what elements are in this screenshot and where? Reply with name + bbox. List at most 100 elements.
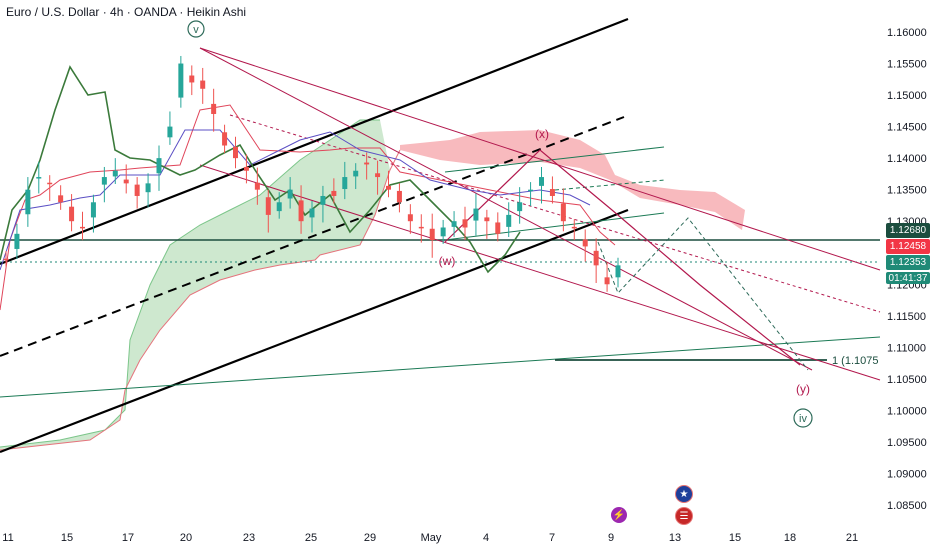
senkou-span-a <box>0 119 380 448</box>
time-axis[interactable]: 11 15 17 20 23 25 29 May 4 7 9 13 15 18 21 <box>2 532 858 544</box>
wave-iv-circle <box>793 408 813 428</box>
eu-flag-icon[interactable]: ★ <box>675 485 693 503</box>
chart-title: Euro / U.S. Dollar · 4h · OANDA · Heikin… <box>6 5 247 19</box>
candle-down <box>571 226 577 229</box>
candle-down <box>200 80 206 89</box>
price-axis[interactable]: 1.16000 1.15500 1.15000 1.14500 1.14000 1.135… <box>887 27 927 512</box>
candle-down <box>495 222 501 234</box>
green-line-lower <box>444 212 665 241</box>
candle-up <box>320 195 326 205</box>
time-tick-label: 25 <box>305 532 317 544</box>
candle-down <box>298 200 304 222</box>
candle-up <box>440 227 446 237</box>
candle-down <box>47 182 53 185</box>
price-tick-label: 1.11500 <box>887 311 926 323</box>
price-tag-high: 1.12458 <box>886 239 930 254</box>
candle-down <box>593 250 599 266</box>
price-tick-label: 1.14500 <box>887 122 927 134</box>
red-trend-c <box>199 164 881 381</box>
candle-down <box>265 197 271 215</box>
price-tick-label: 1.11000 <box>887 342 926 354</box>
time-tick-label: 15 <box>729 532 741 544</box>
time-tick-label: 7 <box>549 532 555 544</box>
time-tick-label: 11 <box>2 532 13 544</box>
price-tick-label: 1.10500 <box>887 374 927 386</box>
price-tag-last: 1.12353 <box>886 255 930 270</box>
time-tick-label: 23 <box>243 532 255 544</box>
price-tick-label: 1.09000 <box>887 468 927 480</box>
candle-down <box>560 203 566 222</box>
candle-up <box>353 170 359 177</box>
candle-down <box>484 217 490 222</box>
time-tick-label: 29 <box>364 532 376 544</box>
candle-down <box>211 103 217 114</box>
price-tick-label: 1.10000 <box>887 405 927 417</box>
time-tick-label: 17 <box>122 532 134 544</box>
green-trendline-long <box>0 336 881 398</box>
price-tick-label: 1.13500 <box>887 185 927 197</box>
candle-up <box>101 177 107 185</box>
candle-down <box>364 162 370 165</box>
time-tick-label: 4 <box>483 532 489 544</box>
candle-up <box>276 202 282 212</box>
lightning-icon[interactable]: ⚡ <box>611 507 627 523</box>
candle-down <box>462 219 468 228</box>
ichimoku-cloud-bearish <box>400 130 745 230</box>
candle-down <box>123 179 129 184</box>
candle-up <box>615 265 621 278</box>
candle-down <box>582 239 588 247</box>
time-tick-label: 9 <box>608 532 614 544</box>
kijun-line <box>0 104 616 311</box>
us-flag-icon[interactable]: ☰ <box>675 507 693 525</box>
wave-x-label: (x) <box>535 127 549 141</box>
time-tick-label: 18 <box>784 532 796 544</box>
candle-down <box>407 214 413 222</box>
chikou-line <box>0 65 521 274</box>
candle-down <box>549 189 555 196</box>
candle-up <box>178 63 184 98</box>
candle-up <box>309 208 315 218</box>
wave-wxy-path <box>444 149 801 366</box>
candle-up <box>473 208 479 221</box>
candle-down <box>189 75 195 83</box>
candle-down <box>233 146 238 159</box>
candle-up <box>287 189 293 199</box>
candle-down <box>134 184 140 196</box>
candle-down <box>604 277 610 285</box>
time-tick-label: 13 <box>669 532 681 544</box>
time-tick-label: 21 <box>846 532 858 544</box>
candle-up <box>517 202 523 212</box>
green-line-upper <box>444 146 665 173</box>
candle-down <box>429 228 435 241</box>
price-tick-label: 1.16000 <box>887 27 927 39</box>
price-tag-level: 1.12680 <box>886 223 930 238</box>
candle-up <box>25 189 31 215</box>
time-tick-label: 20 <box>180 532 192 544</box>
time-tick-label: 15 <box>61 532 73 544</box>
projection-path <box>597 217 809 371</box>
candle-up <box>342 177 348 190</box>
price-tick-label: 1.15000 <box>887 90 927 102</box>
channel-lower <box>0 208 629 454</box>
candle-down <box>58 195 64 203</box>
price-tick-label: 1.08500 <box>887 500 927 512</box>
wave-iv-label: iv <box>799 413 807 425</box>
red-trend-dashed <box>229 114 881 313</box>
candle-up <box>156 158 162 174</box>
channel-middle <box>0 116 625 357</box>
candles-group <box>3 55 621 292</box>
candle-up <box>451 221 457 227</box>
bar-countdown: 01:41:37 <box>886 272 930 284</box>
red-trend-b <box>199 47 813 371</box>
candle-up <box>167 126 173 138</box>
candle-up <box>528 189 534 192</box>
candle-up <box>14 233 20 249</box>
candle-down <box>418 226 424 229</box>
tenkan-line <box>0 129 591 271</box>
time-tick-label: May <box>421 532 442 544</box>
channel-upper <box>0 17 629 266</box>
candle-down <box>375 173 381 178</box>
candle-up <box>145 183 151 193</box>
candle-down <box>80 226 85 229</box>
